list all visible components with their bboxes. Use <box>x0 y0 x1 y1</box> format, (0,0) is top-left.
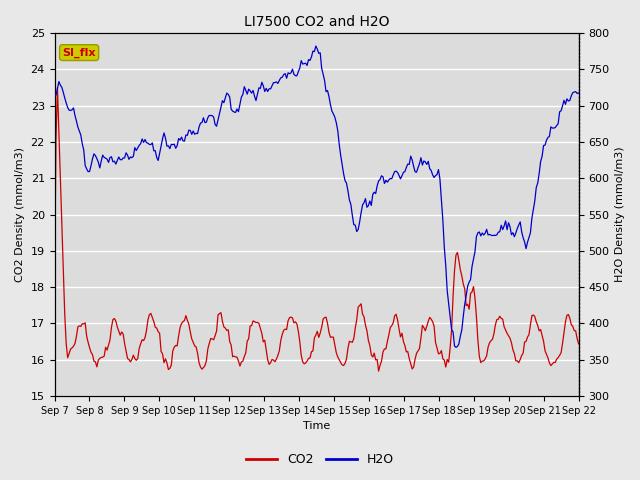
Title: LI7500 CO2 and H2O: LI7500 CO2 and H2O <box>244 15 389 29</box>
Y-axis label: CO2 Density (mmol/m3): CO2 Density (mmol/m3) <box>15 147 25 282</box>
Text: SI_flx: SI_flx <box>62 48 96 58</box>
Legend: CO2, H2O: CO2, H2O <box>241 448 399 471</box>
X-axis label: Time: Time <box>303 421 330 432</box>
Y-axis label: H2O Density (mmol/m3): H2O Density (mmol/m3) <box>615 147 625 282</box>
